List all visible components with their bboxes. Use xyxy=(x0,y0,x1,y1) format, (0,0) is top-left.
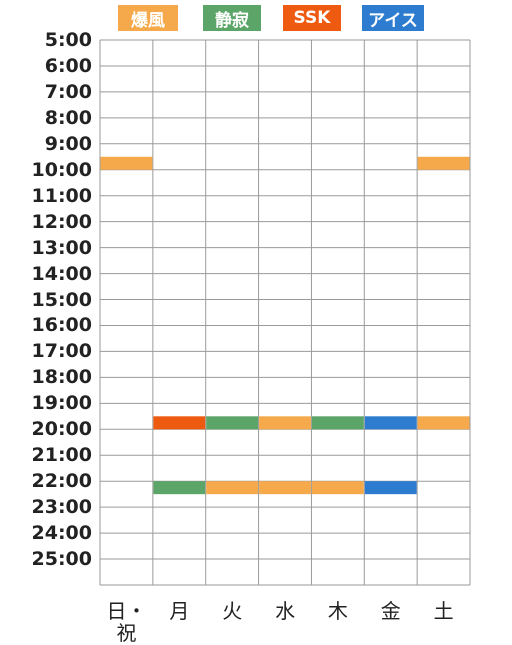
timetable-chart xyxy=(99,39,471,586)
legend-item: SSK xyxy=(283,5,341,31)
legend-label: SSK xyxy=(293,8,331,28)
schedule-bar xyxy=(417,156,470,170)
schedule-bar xyxy=(364,416,417,430)
y-tick-label: 11:00 xyxy=(31,184,92,207)
y-tick-label: 6:00 xyxy=(44,54,92,77)
legend-label: アイス xyxy=(368,10,418,31)
y-tick-label: 10:00 xyxy=(31,158,92,181)
x-tick-label: 日・祝 xyxy=(106,599,147,645)
y-tick-label: 25:00 xyxy=(31,548,92,571)
y-tick-label: 9:00 xyxy=(44,132,92,155)
y-tick-label: 12:00 xyxy=(31,210,92,233)
legend-item: アイス xyxy=(362,5,424,31)
y-tick-label: 23:00 xyxy=(31,496,92,519)
schedule-bar xyxy=(311,416,364,430)
x-tick-label: 金 xyxy=(380,599,401,623)
schedule-bar xyxy=(206,481,259,495)
y-tick-label: 18:00 xyxy=(31,366,92,389)
x-tick-label: 月 xyxy=(169,599,190,623)
y-tick-label: 22:00 xyxy=(31,470,92,493)
schedule-bar xyxy=(153,481,206,495)
schedule-bar xyxy=(259,416,311,430)
legend-item: 静寂 xyxy=(203,5,261,31)
y-tick-label: 14:00 xyxy=(31,262,92,285)
schedule-bar xyxy=(311,481,364,495)
y-tick-label: 7:00 xyxy=(44,80,92,103)
y-tick-label: 24:00 xyxy=(31,522,92,545)
legend-label: 静寂 xyxy=(215,10,249,31)
y-tick-label: 8:00 xyxy=(44,106,92,129)
legend-label: 爆風 xyxy=(131,10,165,31)
schedule-bar xyxy=(259,481,311,495)
y-tick-label: 21:00 xyxy=(31,444,92,467)
x-tick-label: 火 xyxy=(222,599,243,623)
y-tick-label: 16:00 xyxy=(31,314,92,337)
schedule-bar xyxy=(100,156,153,170)
y-tick-label: 5:00 xyxy=(44,29,92,51)
schedule-bar xyxy=(153,416,206,430)
y-tick-label: 15:00 xyxy=(31,288,92,311)
x-tick-label: 土 xyxy=(433,599,454,623)
schedule-bar xyxy=(206,416,259,430)
y-tick-label: 19:00 xyxy=(31,392,92,415)
schedule-bar xyxy=(364,481,417,495)
x-tick-label: 木 xyxy=(327,599,348,623)
y-tick-label: 20:00 xyxy=(31,418,92,441)
x-tick-label: 水 xyxy=(275,599,296,623)
y-tick-label: 13:00 xyxy=(31,236,92,259)
y-tick-label: 17:00 xyxy=(31,340,92,363)
legend-item: 爆風 xyxy=(118,5,178,31)
schedule-bar xyxy=(417,416,470,430)
